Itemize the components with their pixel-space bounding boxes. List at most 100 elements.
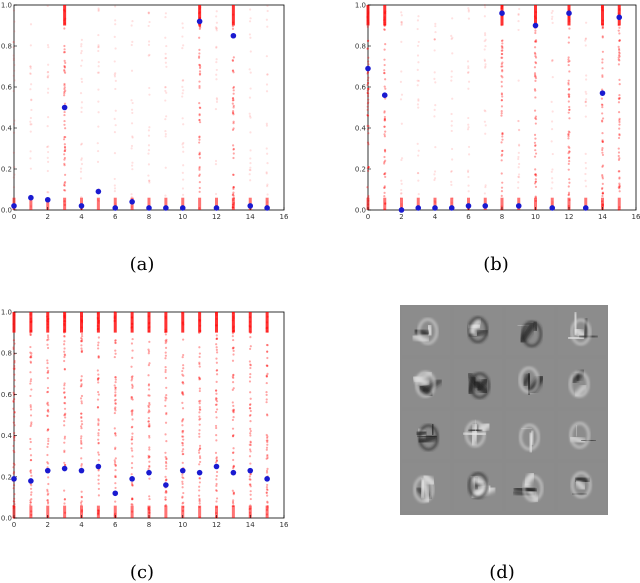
distribution-sample — [13, 166, 16, 169]
distribution-sample — [63, 102, 67, 105]
distribution-sample — [147, 394, 150, 397]
distribution-sample — [80, 464, 83, 467]
mean-point — [381, 92, 388, 98]
distribution-sample — [148, 181, 151, 184]
distribution-low-cluster — [584, 197, 588, 210]
distribution-sample — [96, 142, 99, 145]
distribution-sample — [232, 493, 235, 496]
distribution-sample — [13, 435, 16, 438]
distribution-sample — [114, 475, 117, 479]
distribution-sample — [165, 467, 168, 470]
distribution-sample — [80, 335, 84, 338]
distribution-sample — [63, 402, 67, 405]
distribution-sample — [214, 398, 218, 401]
distribution-sample — [266, 9, 269, 13]
distribution-sample — [164, 57, 167, 60]
distribution-sample — [131, 498, 134, 501]
distribution-sample — [366, 25, 369, 29]
distribution-sample — [131, 455, 134, 458]
distribution-sample — [484, 63, 487, 66]
distribution-sample — [63, 92, 66, 95]
distribution-sample — [79, 167, 83, 170]
distribution-low-cluster — [113, 505, 117, 518]
distribution-sample — [164, 341, 167, 345]
distribution-sample — [215, 361, 218, 364]
x-tick-label: 4 — [79, 521, 84, 529]
distribution-sample — [182, 146, 185, 149]
distribution-sample — [47, 150, 50, 154]
distribution-sample — [367, 81, 370, 85]
distribution-sample — [131, 411, 134, 415]
distribution-sample — [182, 374, 185, 377]
distribution-sample — [165, 457, 168, 460]
distribution-sample — [80, 375, 83, 378]
distribution-sample — [215, 334, 218, 337]
distribution-sample — [12, 176, 15, 179]
distribution-sample — [567, 152, 570, 155]
mean-point — [499, 10, 505, 16]
distribution-sample — [97, 482, 100, 485]
distribution-sample — [417, 154, 420, 157]
distribution-sample — [215, 337, 218, 340]
distribution-sample — [97, 8, 100, 11]
distribution-sample — [29, 408, 33, 411]
distribution-sample — [147, 12, 150, 15]
distribution-sample — [164, 475, 167, 478]
distribution-sample — [80, 110, 83, 114]
distribution-sample — [433, 77, 436, 80]
distribution-sample — [181, 430, 184, 433]
distribution-sample — [63, 350, 66, 353]
distribution-sample — [182, 367, 185, 370]
distribution-sample — [584, 179, 587, 182]
distribution-sample — [534, 144, 537, 148]
distribution-sample — [80, 496, 84, 499]
distribution-sample — [215, 489, 218, 492]
distribution-sample — [400, 20, 403, 24]
distribution-sample — [181, 193, 185, 196]
distribution-sample — [80, 49, 83, 53]
distribution-sample — [63, 424, 66, 427]
distribution-sample — [416, 44, 420, 47]
scatter-plot-a: 0 2 4 6 8 10 12 14 160.00.20.40.60.81.0 — [1, 2, 289, 222]
y-tick-label: 0.6 — [1, 84, 13, 92]
distribution-sample — [148, 53, 151, 56]
distribution-sample — [114, 19, 117, 22]
distribution-sample — [500, 52, 503, 56]
distribution-sample — [63, 181, 67, 184]
mean-point — [11, 476, 17, 482]
distribution-sample — [164, 346, 168, 349]
distribution-sample — [114, 23, 117, 26]
distribution-sample — [601, 25, 604, 28]
distribution-sample — [567, 130, 570, 133]
distribution-sample — [266, 350, 269, 353]
distribution-sample — [551, 58, 554, 62]
distribution-sample — [63, 334, 66, 338]
distribution-sample — [568, 87, 571, 91]
distribution-sample — [366, 71, 370, 74]
distribution-sample — [80, 383, 83, 386]
distribution-sample — [181, 435, 185, 438]
distribution-sample — [165, 413, 168, 416]
distribution-sample — [533, 75, 537, 78]
distribution-sample — [198, 489, 201, 492]
distribution-sample — [215, 478, 218, 481]
distribution-sample — [232, 409, 236, 412]
distribution-column — [517, 7, 521, 210]
distribution-sample — [164, 132, 167, 136]
filter-ring — [518, 366, 540, 394]
distribution-sample — [198, 168, 201, 171]
distribution-sample — [434, 146, 437, 149]
distribution-column — [12, 312, 16, 520]
distribution-sample — [601, 75, 604, 78]
distribution-sample — [29, 23, 33, 26]
distribution-sample — [46, 445, 49, 448]
distribution-sample — [232, 185, 235, 189]
distribution-sample — [46, 409, 49, 412]
distribution-sample — [617, 101, 621, 104]
distribution-sample — [517, 128, 521, 131]
distribution-sample — [97, 377, 100, 380]
distribution-sample — [567, 95, 571, 99]
distribution-sample — [231, 58, 234, 62]
distribution-sample — [148, 410, 151, 413]
distribution-low-cluster — [248, 505, 252, 518]
